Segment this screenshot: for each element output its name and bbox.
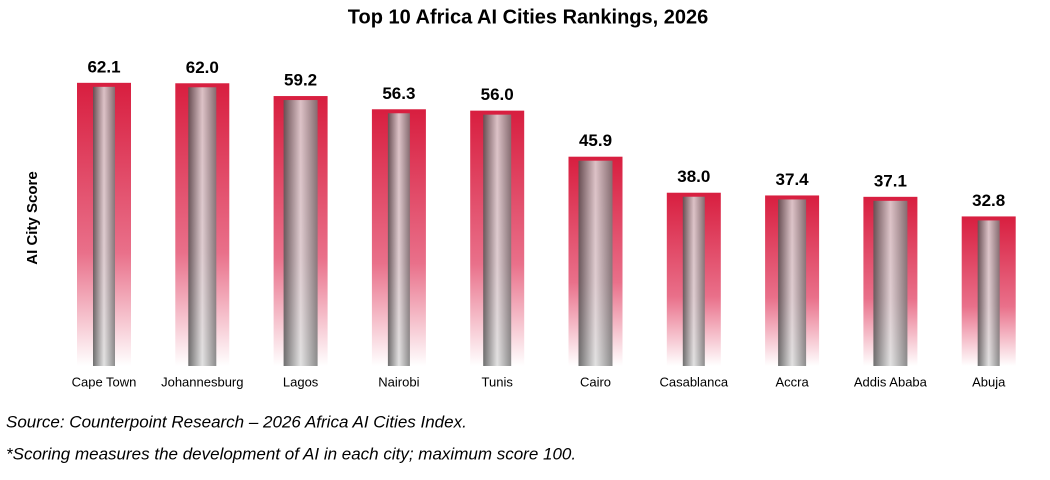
building-image [977,220,1000,366]
value-label: 62.1 [87,57,120,76]
value-label: 59.2 [284,71,317,90]
value-label: 62.0 [186,58,219,77]
x-tick-label: Lagos [283,374,319,389]
x-tick-label: Johannesburg [161,374,243,389]
building-image [93,86,115,366]
building-image [387,113,410,366]
x-tick-label: Nairobi [378,374,419,389]
building-image [682,196,705,366]
building-image [578,160,613,366]
chart-title: Top 10 Africa AI Cities Rankings, 2026 [348,6,709,28]
x-tick-label: Accra [775,374,809,389]
source-note: Source: Counterpoint Research – 2026 Afr… [6,412,467,431]
building-image [873,200,908,366]
y-axis-label: AI City Score [24,171,41,264]
x-tick-label: Cairo [580,374,611,389]
x-tick-label: Abuja [972,374,1006,389]
value-label: 56.0 [481,85,514,104]
building-image [483,114,512,366]
value-label: 56.3 [382,84,415,103]
value-label: 38.0 [677,167,710,186]
value-label: 45.9 [579,131,612,150]
x-tick-label: Cape Town [72,374,137,389]
footnote: *Scoring measures the development of AI … [6,444,576,463]
building-image [188,87,217,366]
x-tick-label: Tunis [482,374,514,389]
x-tick-label: Casablanca [659,374,728,389]
value-label: 37.1 [874,171,907,190]
value-label: 32.8 [972,191,1005,210]
x-tick-label: Addis Ababa [854,374,928,389]
building-image [778,199,807,366]
building-image [283,100,318,366]
value-label: 37.4 [776,170,810,189]
